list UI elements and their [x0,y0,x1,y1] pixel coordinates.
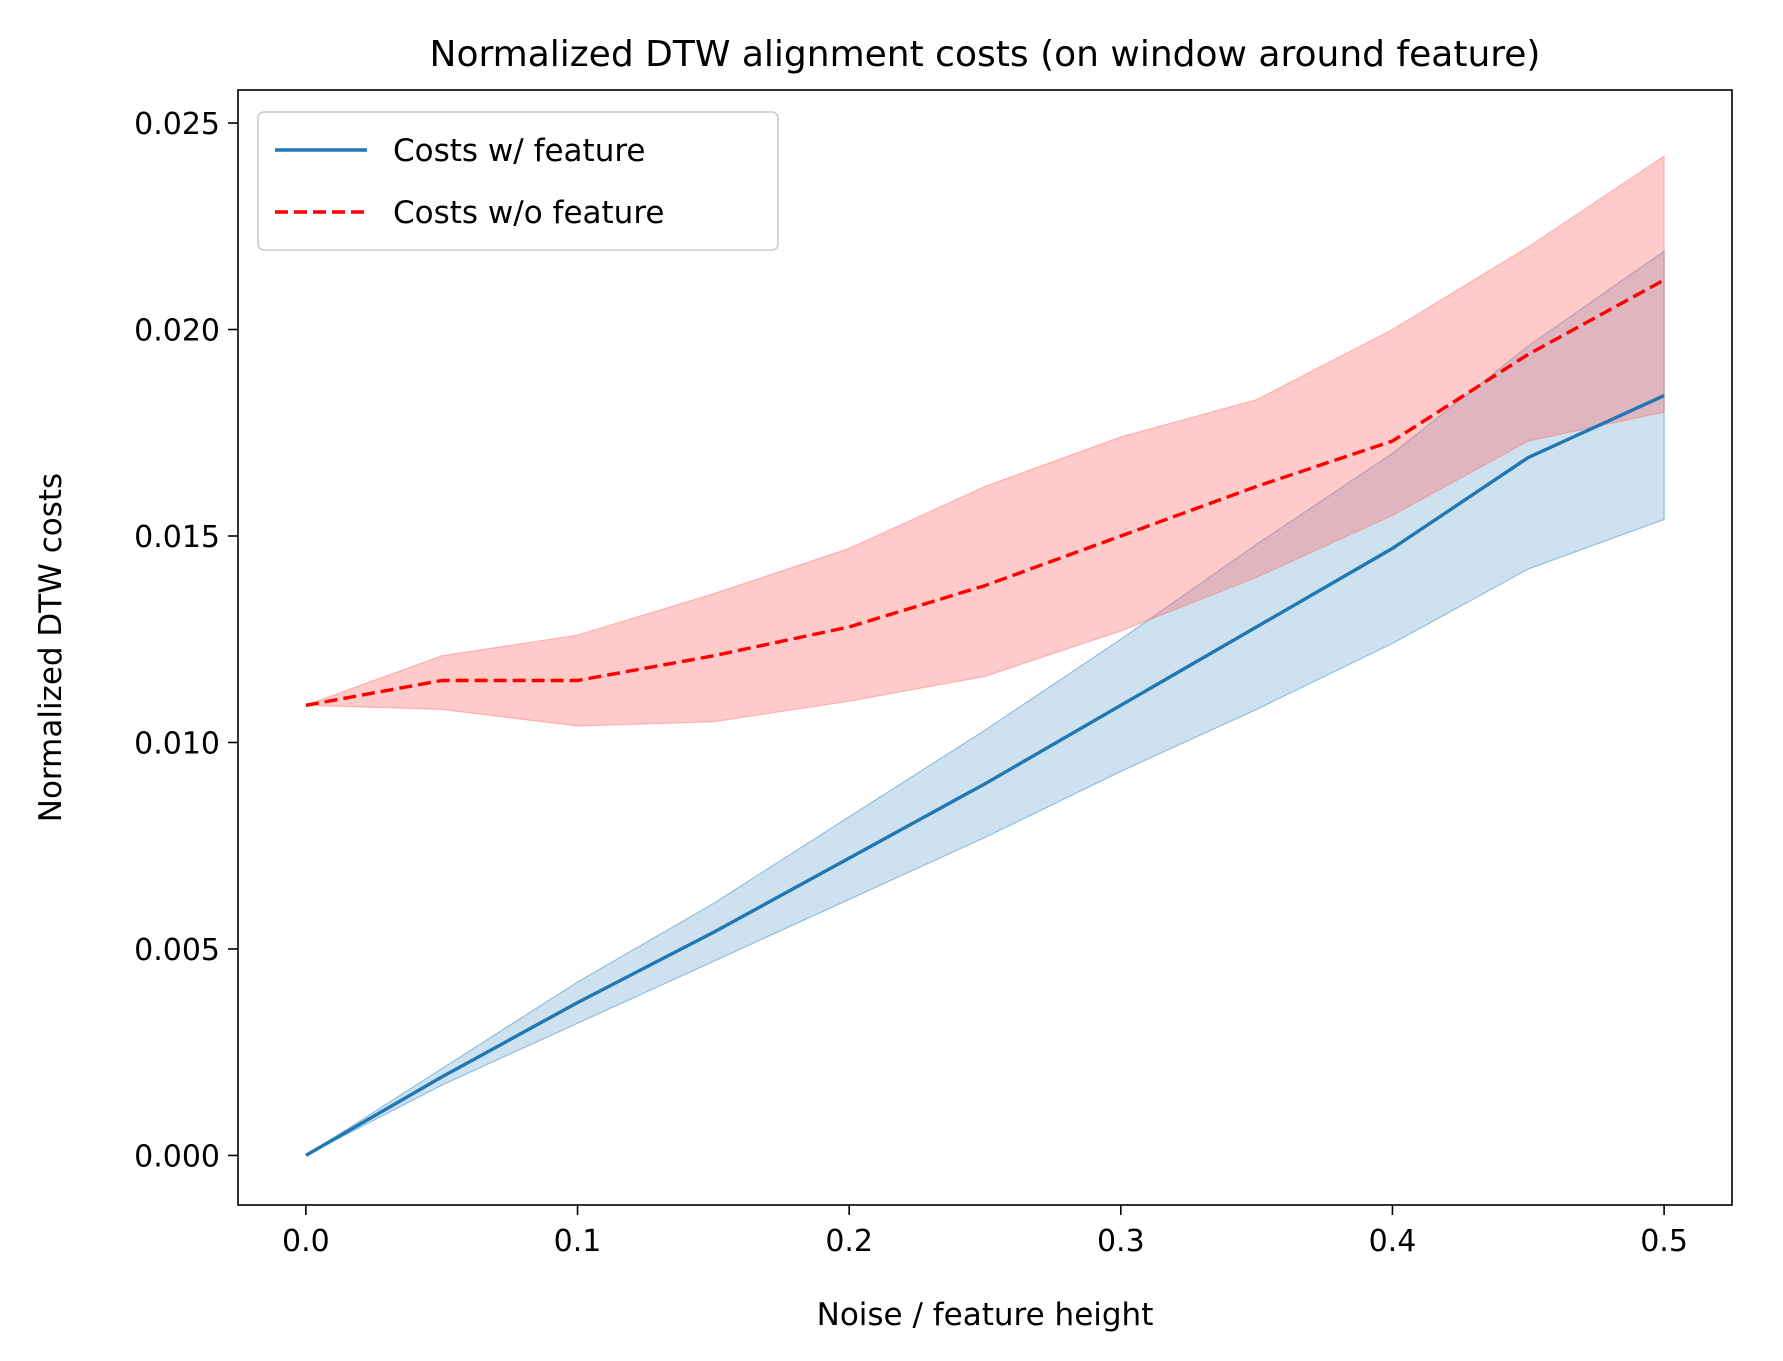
y-tick-label: 0.000 [134,1139,220,1174]
x-tick-label: 0.2 [825,1224,873,1259]
series-line-without-feature [305,278,1665,707]
y-tick-label: 0.015 [134,520,220,555]
chart-title: Normalized DTW alignment costs (on windo… [430,34,1541,75]
legend: Costs w/ feature Costs w/o feature [257,111,779,251]
y-tick-label: 0.010 [134,726,220,761]
y-tick-label: 0.020 [134,314,220,349]
series-line-with-feature [305,394,1665,1157]
legend-label: Costs w/o feature [393,195,664,231]
x-tick-label: 0.1 [554,1224,602,1259]
series-lines [305,278,1665,1157]
y-axis-ticks: 0.000 0.005 0.010 0.015 0.020 0.025 [134,107,238,1174]
legend-label: Costs w/ feature [393,133,646,169]
x-tick-label: 0.4 [1369,1224,1417,1259]
x-tick-label: 0.5 [1640,1224,1688,1259]
x-axis-label: Noise / feature height [817,1297,1154,1333]
x-tick-label: 0.3 [1097,1224,1145,1259]
x-axis-ticks: 0.0 0.1 0.2 0.3 0.4 0.5 [282,1205,1688,1259]
y-tick-label: 0.025 [134,107,220,142]
confidence-band-with-feature [305,249,1665,1156]
x-tick-label: 0.0 [282,1224,330,1259]
legend-box [257,111,779,251]
y-axis-label: Normalized DTW costs [33,473,69,822]
y-tick-label: 0.005 [134,933,220,968]
plot-area-frame [237,89,1733,1206]
